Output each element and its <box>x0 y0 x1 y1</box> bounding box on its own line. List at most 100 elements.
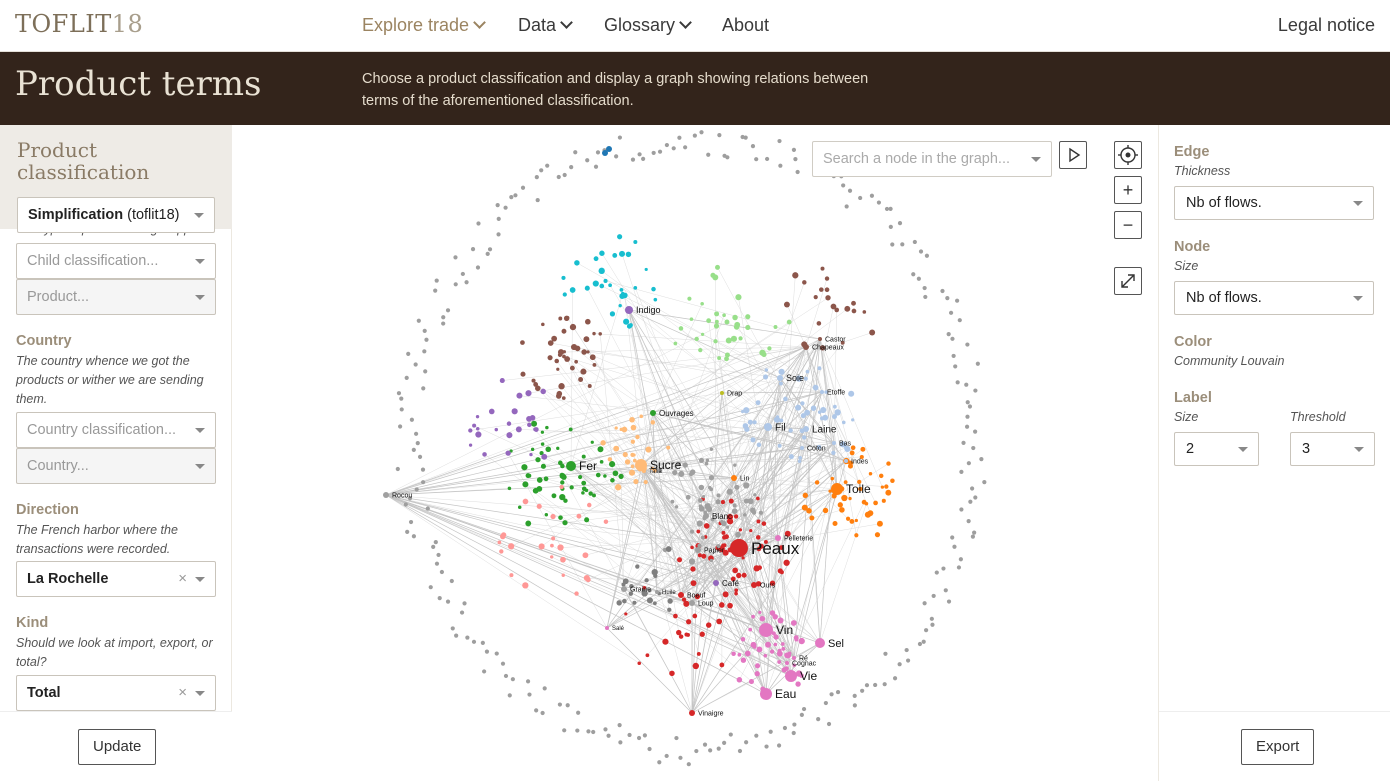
graph-node[interactable] <box>694 336 699 342</box>
graph-node-isolated[interactable] <box>453 255 458 260</box>
graph-node-isolated[interactable] <box>422 349 427 354</box>
nav-explore-trade[interactable]: Explore trade <box>362 15 486 36</box>
graph-node[interactable] <box>731 508 738 515</box>
graph-node-isolated[interactable] <box>683 145 688 150</box>
graph-node[interactable] <box>574 591 579 596</box>
graph-node[interactable] <box>556 367 560 371</box>
graph-node[interactable] <box>581 491 585 495</box>
graph-node[interactable] <box>652 468 658 473</box>
graph-node-isolated[interactable] <box>728 732 733 737</box>
graph-node[interactable] <box>619 293 626 300</box>
graph-node[interactable] <box>614 426 618 430</box>
graph-node[interactable] <box>688 471 694 477</box>
graph-node-isolated[interactable] <box>900 242 905 247</box>
graph-node[interactable] <box>676 557 683 563</box>
graph-node[interactable] <box>563 498 568 503</box>
graph-node-isolated[interactable] <box>946 332 951 337</box>
graph-node[interactable] <box>527 422 532 428</box>
graph-node-isolated[interactable] <box>912 239 917 245</box>
graph-node[interactable] <box>788 428 793 433</box>
graph-node[interactable] <box>851 308 857 314</box>
graph-node-isolated[interactable] <box>510 677 515 682</box>
graph-node-isolated[interactable] <box>776 743 782 748</box>
graph-node-isolated[interactable] <box>535 197 540 203</box>
graph-node-isolated[interactable] <box>540 710 545 716</box>
graph-node[interactable] <box>475 426 480 431</box>
label-threshold-select[interactable]: 3 <box>1290 432 1375 466</box>
graph-node[interactable] <box>761 351 767 358</box>
graph-node-isolated[interactable] <box>603 727 608 732</box>
node-size-select[interactable]: Nb of flows. <box>1174 281 1374 315</box>
graph-node[interactable] <box>809 515 815 521</box>
graph-node[interactable] <box>505 450 511 456</box>
nav-data[interactable]: Data <box>518 15 573 36</box>
graph-node-isolated[interactable] <box>556 174 561 180</box>
graph-node-isolated[interactable] <box>967 404 973 409</box>
graph-node[interactable] <box>798 456 803 460</box>
graph-node-isolated[interactable] <box>941 566 946 571</box>
graph-node-isolated[interactable] <box>905 658 911 663</box>
graph-node[interactable] <box>687 296 692 301</box>
graph-node[interactable] <box>595 472 601 478</box>
graph-node[interactable] <box>790 620 797 626</box>
graph-node[interactable] <box>590 440 594 444</box>
graph-node[interactable] <box>851 300 856 306</box>
graph-node[interactable] <box>559 484 564 490</box>
graph-node-isolated[interactable] <box>792 722 797 727</box>
nav-glossary[interactable]: Glossary <box>604 15 692 36</box>
graph-node[interactable] <box>468 443 473 447</box>
graph-node-isolated[interactable] <box>534 175 539 180</box>
graph-node[interactable] <box>500 533 506 540</box>
graph-node[interactable] <box>535 385 541 392</box>
graph-node-isolated[interactable] <box>858 195 863 201</box>
graph-node[interactable] <box>688 558 696 565</box>
graph-node-isolated[interactable] <box>565 703 570 708</box>
graph-node[interactable] <box>848 460 854 466</box>
graph-node-indigo[interactable] <box>625 306 633 314</box>
graph-node-isolated[interactable] <box>434 278 439 283</box>
graph-node[interactable] <box>722 535 727 540</box>
graph-node[interactable] <box>637 661 642 665</box>
graph-node[interactable] <box>731 651 736 657</box>
graph-node[interactable] <box>535 457 541 463</box>
graph-node-isolated[interactable] <box>525 679 531 684</box>
graph-node-vinaigre[interactable] <box>689 710 695 716</box>
graph-node-isolated[interactable] <box>450 626 455 631</box>
graph-node-isolated[interactable] <box>717 133 722 138</box>
graph-node[interactable] <box>783 559 790 566</box>
graph-node-isolated[interactable] <box>421 386 426 391</box>
graph-node[interactable] <box>690 545 694 550</box>
graph-node-isolated[interactable] <box>961 440 966 445</box>
graph-node[interactable] <box>769 649 775 654</box>
graph-node[interactable] <box>641 590 648 597</box>
graph-node[interactable] <box>828 489 832 493</box>
graph-node[interactable] <box>733 463 737 467</box>
graph-node[interactable] <box>630 452 635 457</box>
graph-node[interactable] <box>843 480 848 485</box>
graph-node[interactable] <box>564 356 571 362</box>
graph-node-isolated[interactable] <box>929 616 934 621</box>
graph-node-isolated[interactable] <box>725 155 730 160</box>
product-classification-select[interactable]: Simplification (toflit18) <box>17 197 215 233</box>
graph-node-isolated[interactable] <box>674 735 679 741</box>
graph-node-isolated[interactable] <box>569 164 574 170</box>
graph-node[interactable] <box>824 390 828 394</box>
graph-node[interactable] <box>724 319 730 325</box>
graph-node[interactable] <box>646 597 653 604</box>
graph-node[interactable] <box>876 520 883 527</box>
graph-node[interactable] <box>585 577 591 583</box>
graph-node[interactable] <box>673 341 678 346</box>
graph-node[interactable] <box>705 458 710 463</box>
graph-node-isolated[interactable] <box>924 628 929 633</box>
graph-node-isolated[interactable] <box>671 146 676 151</box>
graph-node[interactable] <box>859 454 864 460</box>
graph-node-isolated[interactable] <box>445 599 451 604</box>
graph-node-isolated[interactable] <box>437 596 442 601</box>
graph-node[interactable] <box>743 498 749 504</box>
graph-node-isolated[interactable] <box>591 729 596 735</box>
graph-node-isolated[interactable] <box>791 730 796 736</box>
zoom-out-button[interactable]: − <box>1114 211 1142 239</box>
graph-node[interactable] <box>860 446 866 452</box>
graph-node-isolated[interactable] <box>847 188 853 193</box>
graph-node[interactable] <box>714 319 719 324</box>
